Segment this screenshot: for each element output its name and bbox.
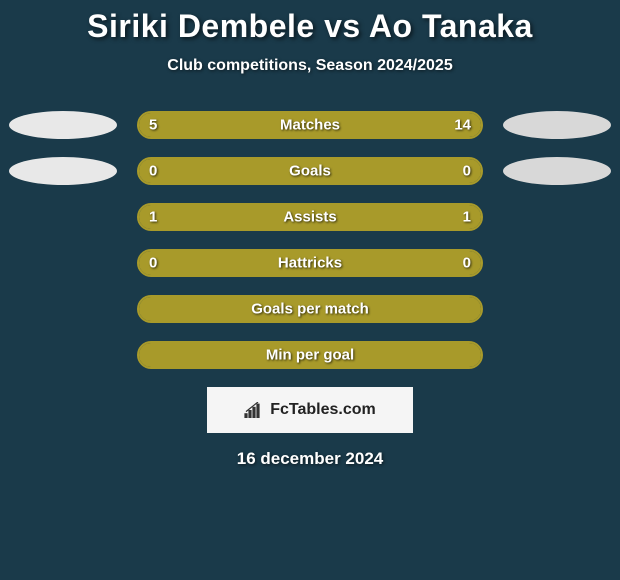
stat-bar: Min per goal (137, 341, 483, 369)
stat-row: 5 14 Matches (0, 111, 620, 139)
bar-right-fill (310, 159, 481, 183)
stat-value-right: 14 (454, 117, 471, 134)
stat-value-left: 0 (149, 163, 157, 180)
stat-label: Matches (280, 117, 340, 134)
player1-ellipse (9, 111, 117, 139)
stat-row: 0 0 Goals (0, 157, 620, 185)
stat-value-right: 0 (463, 255, 471, 272)
date-text: 16 december 2024 (0, 449, 620, 469)
stat-bar: 1 1 Assists (137, 203, 483, 231)
stat-value-right: 1 (463, 209, 471, 226)
player2-ellipse (503, 157, 611, 185)
stats-rows: 5 14 Matches 0 0 Goals 1 1 Assists 0 0 Hattricks Goa… (0, 111, 620, 369)
player2-ellipse (503, 111, 611, 139)
player1-ellipse (9, 295, 117, 323)
stat-row: 0 0 Hattricks (0, 249, 620, 277)
stat-value-left: 0 (149, 255, 157, 272)
stat-label: Min per goal (266, 347, 354, 364)
player1-ellipse (9, 341, 117, 369)
stat-value-left: 5 (149, 117, 157, 134)
branding-text: FcTables.com (270, 401, 376, 419)
branding-badge: FcTables.com (207, 387, 413, 433)
stat-row: Goals per match (0, 295, 620, 323)
stat-value-right: 0 (463, 163, 471, 180)
stat-row: Min per goal (0, 341, 620, 369)
stat-label: Hattricks (278, 255, 342, 272)
fctables-logo-icon (244, 402, 264, 418)
stat-label: Goals per match (251, 301, 369, 318)
player2-ellipse (503, 203, 611, 231)
player2-ellipse (503, 249, 611, 277)
player1-ellipse (9, 249, 117, 277)
stat-bar: 5 14 Matches (137, 111, 483, 139)
stat-bar: 0 0 Hattricks (137, 249, 483, 277)
stat-label: Goals (289, 163, 331, 180)
player2-ellipse (503, 295, 611, 323)
page-title: Siriki Dembele vs Ao Tanaka (0, 8, 620, 45)
comparison-infographic: Siriki Dembele vs Ao Tanaka Club competi… (0, 0, 620, 469)
bar-left-fill (139, 159, 310, 183)
stat-bar: Goals per match (137, 295, 483, 323)
player1-ellipse (9, 203, 117, 231)
player1-ellipse (9, 157, 117, 185)
player2-ellipse (503, 341, 611, 369)
bar-right-fill (229, 113, 481, 137)
subtitle: Club competitions, Season 2024/2025 (0, 57, 620, 75)
stat-value-left: 1 (149, 209, 157, 226)
stat-row: 1 1 Assists (0, 203, 620, 231)
stat-bar: 0 0 Goals (137, 157, 483, 185)
stat-label: Assists (283, 209, 336, 226)
